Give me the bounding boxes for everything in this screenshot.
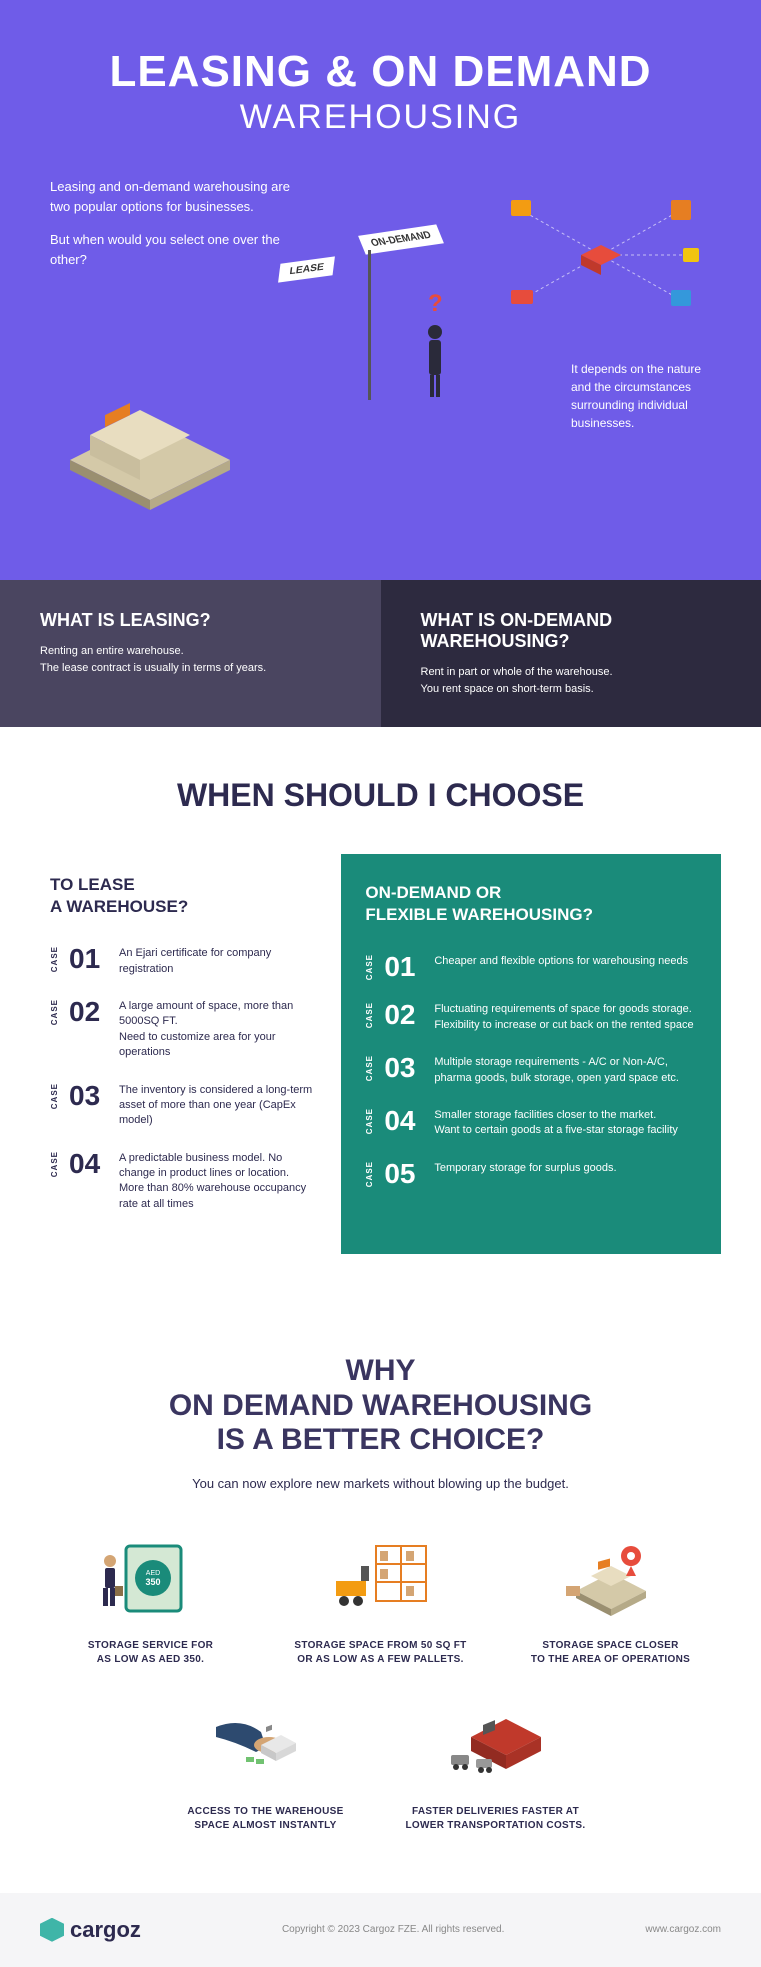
- intro-para-1: Leasing and on-demand warehousing are tw…: [50, 177, 310, 216]
- case-item: CASE 01 An Ejari certificate for company r…: [50, 946, 321, 977]
- brand-logo: cargoz: [40, 1917, 141, 1943]
- case-text: Fluctuating requirements of space for go…: [434, 1002, 697, 1033]
- location-icon: [556, 1531, 666, 1621]
- leasing-def-text: Renting an entire warehouse. The lease c…: [40, 643, 341, 676]
- ondemand-column: ON-DEMAND OR FLEXIBLE WAREHOUSING? CASE 0…: [341, 854, 721, 1254]
- case-label: CASE: [365, 954, 374, 980]
- lease-warehouse-illustration: [50, 380, 250, 510]
- confused-person-icon: [420, 320, 450, 400]
- main-title: LEASING & ON DEMAND: [50, 50, 711, 94]
- intro-para-2: But when would you select one over the o…: [50, 230, 310, 269]
- ondemand-cases: CASE 01 Cheaper and flexible options for w…: [365, 954, 697, 1187]
- case-number: 02: [69, 999, 109, 1024]
- depends-text: It depends on the nature and the circums…: [571, 360, 711, 432]
- case-label: CASE: [50, 999, 59, 1025]
- svg-text:350: 350: [145, 1577, 160, 1587]
- logo-icon: [40, 1918, 64, 1942]
- case-number: 01: [69, 946, 109, 971]
- case-text: Multiple storage requirements - A/C or N…: [434, 1055, 697, 1086]
- case-label: CASE: [50, 1151, 59, 1177]
- ondemand-def-title: WHAT IS ON-DEMAND WAREHOUSING?: [421, 610, 722, 652]
- case-item: CASE 01 Cheaper and flexible options for w…: [365, 954, 697, 980]
- benefit-text: STORAGE SERVICE FOR AS LOW AS AED 350.: [88, 1639, 213, 1667]
- benefit-text: STORAGE SPACE FROM 50 SQ FT OR AS LOW AS…: [294, 1639, 466, 1667]
- case-text: The inventory is considered a long-term …: [119, 1083, 321, 1129]
- lease-heading: TO LEASE A WAREHOUSE?: [50, 874, 321, 918]
- why-section: WHY ON DEMAND WAREHOUSING IS A BETTER CH…: [0, 1304, 761, 1893]
- case-number: 05: [384, 1161, 424, 1186]
- case-text: A large amount of space, more than 5000S…: [119, 999, 321, 1061]
- case-number: 03: [69, 1083, 109, 1108]
- svg-text:AED: AED: [145, 1570, 159, 1577]
- hero-section: LEASING & ON DEMAND WAREHOUSING Leasing …: [0, 0, 761, 580]
- benefit-item: STORAGE SPACE CLOSER TO THE AREA OF OPER…: [506, 1531, 716, 1667]
- benefit-item: ACCESS TO THE WAREHOUSE SPACE ALMOST INS…: [161, 1697, 371, 1833]
- footer-url: www.cargoz.com: [645, 1924, 721, 1935]
- case-label: CASE: [365, 1002, 374, 1028]
- benefit-text: STORAGE SPACE CLOSER TO THE AREA OF OPER…: [531, 1639, 690, 1667]
- ondemand-heading: ON-DEMAND OR FLEXIBLE WAREHOUSING?: [365, 882, 697, 926]
- case-number: 04: [384, 1108, 424, 1133]
- definitions-section: WHAT IS LEASING? Renting an entire wareh…: [0, 580, 761, 727]
- lease-column: TO LEASE A WAREHOUSE? CASE 01 An Ejari cer…: [40, 854, 321, 1254]
- sign-lease: LEASE: [278, 256, 335, 282]
- leasing-definition: WHAT IS LEASING? Renting an entire wareh…: [0, 580, 381, 727]
- intro-text: Leasing and on-demand warehousing are tw…: [50, 177, 310, 269]
- case-item: CASE 03 The inventory is considered a long…: [50, 1083, 321, 1129]
- footer: cargoz Copyright © 2023 Cargoz FZE. All …: [0, 1893, 761, 1967]
- benefit-item: AED350 STORAGE SERVICE FOR AS LOW AS AED …: [46, 1531, 256, 1667]
- case-number: 01: [384, 954, 424, 979]
- benefit-item: FASTER DELIVERIES FASTER AT LOWER TRANSP…: [391, 1697, 601, 1833]
- brand-name: cargoz: [70, 1917, 141, 1943]
- why-subtitle: You can now explore new markets without …: [40, 1476, 721, 1491]
- benefits-grid: AED350 STORAGE SERVICE FOR AS LOW AS AED …: [40, 1531, 721, 1833]
- case-text: An Ejari certificate for company registr…: [119, 946, 321, 977]
- case-label: CASE: [365, 1108, 374, 1134]
- case-text: Smaller storage facilities closer to the…: [434, 1108, 697, 1139]
- case-text: A predictable business model. No change …: [119, 1151, 321, 1213]
- why-title: WHY ON DEMAND WAREHOUSING IS A BETTER CH…: [40, 1354, 721, 1458]
- case-number: 04: [69, 1151, 109, 1176]
- case-text: Cheaper and flexible options for warehou…: [434, 954, 697, 969]
- case-item: CASE 04 A predictable business model. No c…: [50, 1151, 321, 1213]
- copyright: Copyright © 2023 Cargoz FZE. All rights …: [282, 1924, 504, 1935]
- case-label: CASE: [365, 1161, 374, 1187]
- pallets-icon: [326, 1531, 436, 1621]
- leasing-def-title: WHAT IS LEASING?: [40, 610, 341, 631]
- case-label: CASE: [50, 946, 59, 972]
- main-subtitle: WAREHOUSING: [50, 98, 711, 137]
- case-item: CASE 03 Multiple storage requirements - A/…: [365, 1055, 697, 1086]
- case-item: CASE 04 Smaller storage facilities closer …: [365, 1108, 697, 1139]
- case-text: Temporary storage for surplus goods.: [434, 1161, 697, 1176]
- ondemand-network-illustration: [491, 180, 711, 330]
- case-item: CASE 05 Temporary storage for surplus good…: [365, 1161, 697, 1187]
- money-icon: AED350: [96, 1531, 206, 1621]
- ondemand-definition: WHAT IS ON-DEMAND WAREHOUSING? Rent in p…: [381, 580, 761, 727]
- case-label: CASE: [365, 1055, 374, 1081]
- case-item: CASE 02 Fluctuating requirements of space …: [365, 1002, 697, 1033]
- benefit-text: FASTER DELIVERIES FASTER AT LOWER TRANSP…: [406, 1805, 586, 1833]
- choose-title: WHEN SHOULD I CHOOSE: [40, 777, 721, 814]
- delivery-icon: [441, 1697, 551, 1787]
- ondemand-def-text: Rent in part or whole of the warehouse. …: [421, 664, 722, 697]
- case-item: CASE 02 A large amount of space, more than…: [50, 999, 321, 1061]
- instant-icon: [211, 1697, 321, 1787]
- choose-section: WHEN SHOULD I CHOOSE TO LEASE A WAREHOUS…: [0, 727, 761, 1304]
- case-label: CASE: [50, 1083, 59, 1109]
- lease-cases: CASE 01 An Ejari certificate for company r…: [50, 946, 321, 1212]
- benefit-item: STORAGE SPACE FROM 50 SQ FT OR AS LOW AS…: [276, 1531, 486, 1667]
- case-number: 03: [384, 1055, 424, 1080]
- case-number: 02: [384, 1002, 424, 1027]
- benefit-text: ACCESS TO THE WAREHOUSE SPACE ALMOST INS…: [187, 1805, 343, 1833]
